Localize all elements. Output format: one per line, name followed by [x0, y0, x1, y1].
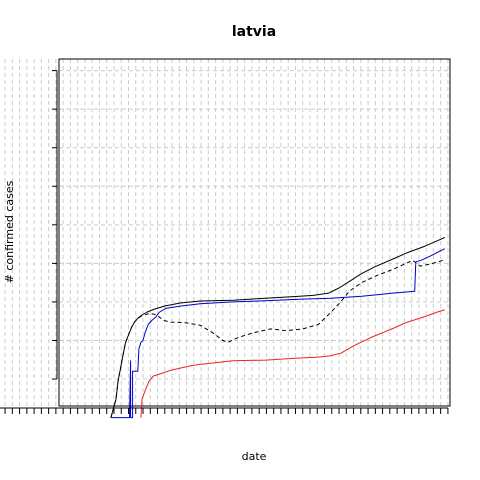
grid [4, 59, 450, 406]
